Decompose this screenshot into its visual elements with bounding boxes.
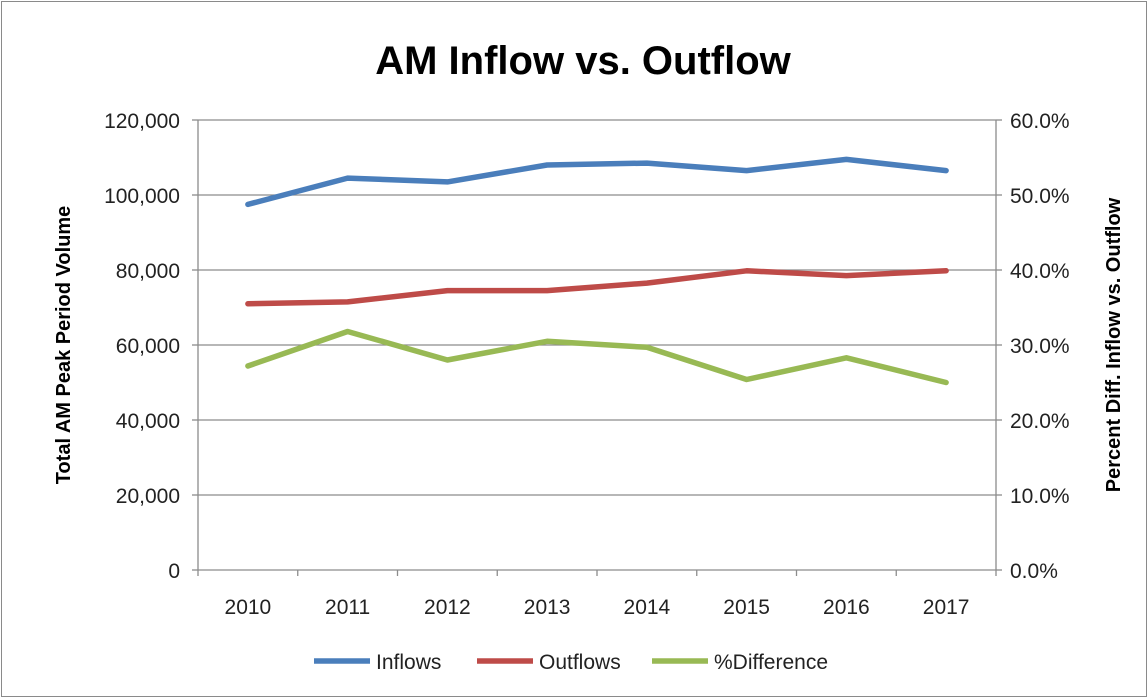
series-line-inflows [245,156,949,208]
y-left-tick-label: 0 [168,560,180,583]
x-tick-label: 2016 [823,596,870,619]
x-tick-label: 2010 [225,596,272,619]
y-right-tick-label: 50.0% [1010,185,1070,208]
y-left-tick-label: 80,000 [116,260,180,283]
y-left-tick-label: 100,000 [104,185,180,208]
y-right-tick-label: 0.0% [1010,560,1058,583]
y-left-tick-label: 60,000 [116,335,180,358]
chart-title: AM Inflow vs. Outflow [375,39,791,83]
x-tick-label: 2013 [524,596,571,619]
y-right-tick-label: 10.0% [1010,485,1070,508]
x-tick-label: 2012 [424,596,471,619]
x-tick-label: 2011 [325,596,370,619]
x-tick-label: 2015 [723,596,770,619]
x-tick-label: 2017 [923,596,970,619]
y-right-tick-label: 20.0% [1010,410,1070,433]
y-axis-right-title: Percent Diff. Inflow vs. Outflow [1103,197,1125,492]
y-left-tick-label: 40,000 [116,410,180,433]
legend-label: Outflows [539,651,621,674]
y-left-tick-label: 20,000 [116,485,180,508]
series-line-outflows [245,268,949,307]
series-line-difference [245,328,949,386]
y-right-tick-label: 60.0% [1010,110,1070,133]
y-left-tick-label: 120,000 [104,110,180,133]
y-right-tick-label: 40.0% [1010,260,1070,283]
legend-label: Inflows [376,651,441,674]
legend-label: %Difference [714,651,828,674]
y-axis-left-title: Total AM Peak Period Volume [53,206,75,485]
x-tick-label: 2014 [624,596,671,619]
y-right-tick-label: 30.0% [1010,335,1070,358]
